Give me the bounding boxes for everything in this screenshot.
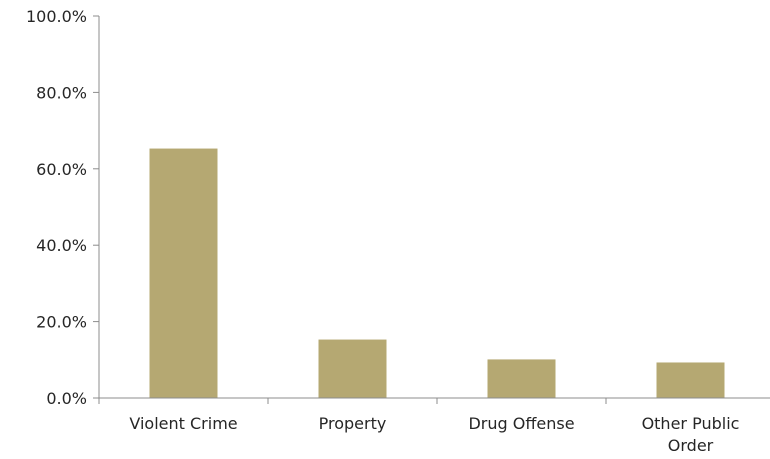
axes-layer [93,15,770,404]
x-tick-label-line: Violent Crime [129,414,237,433]
bar [487,359,556,398]
x-tick-label: Property [319,414,387,433]
x-tick-label: Drug Offense [468,414,574,433]
bars-layer [149,148,725,398]
y-tick-label: 20.0% [36,313,87,332]
x-tick-label-line: Property [319,414,387,433]
y-tick-label: 40.0% [36,236,87,255]
x-tick-label-line: Order [668,436,714,455]
y-tick-label: 100.0% [26,7,87,26]
bar [656,362,725,398]
x-tick-label: Violent Crime [129,414,237,433]
y-tick-label: 60.0% [36,160,87,179]
bar [149,148,218,398]
y-tick-label: 80.0% [36,83,87,102]
bar [318,339,387,398]
labels-layer: 0.0% 20.0% 40.0% 60.0% 80.0% 100.0% Violent Cr… [26,7,739,455]
x-tick-label: Other Public Order [642,414,740,455]
x-tick-label-line: Other Public [642,414,740,433]
x-tick-label-line: Drug Offense [468,414,574,433]
y-tick-label: 0.0% [46,389,87,408]
